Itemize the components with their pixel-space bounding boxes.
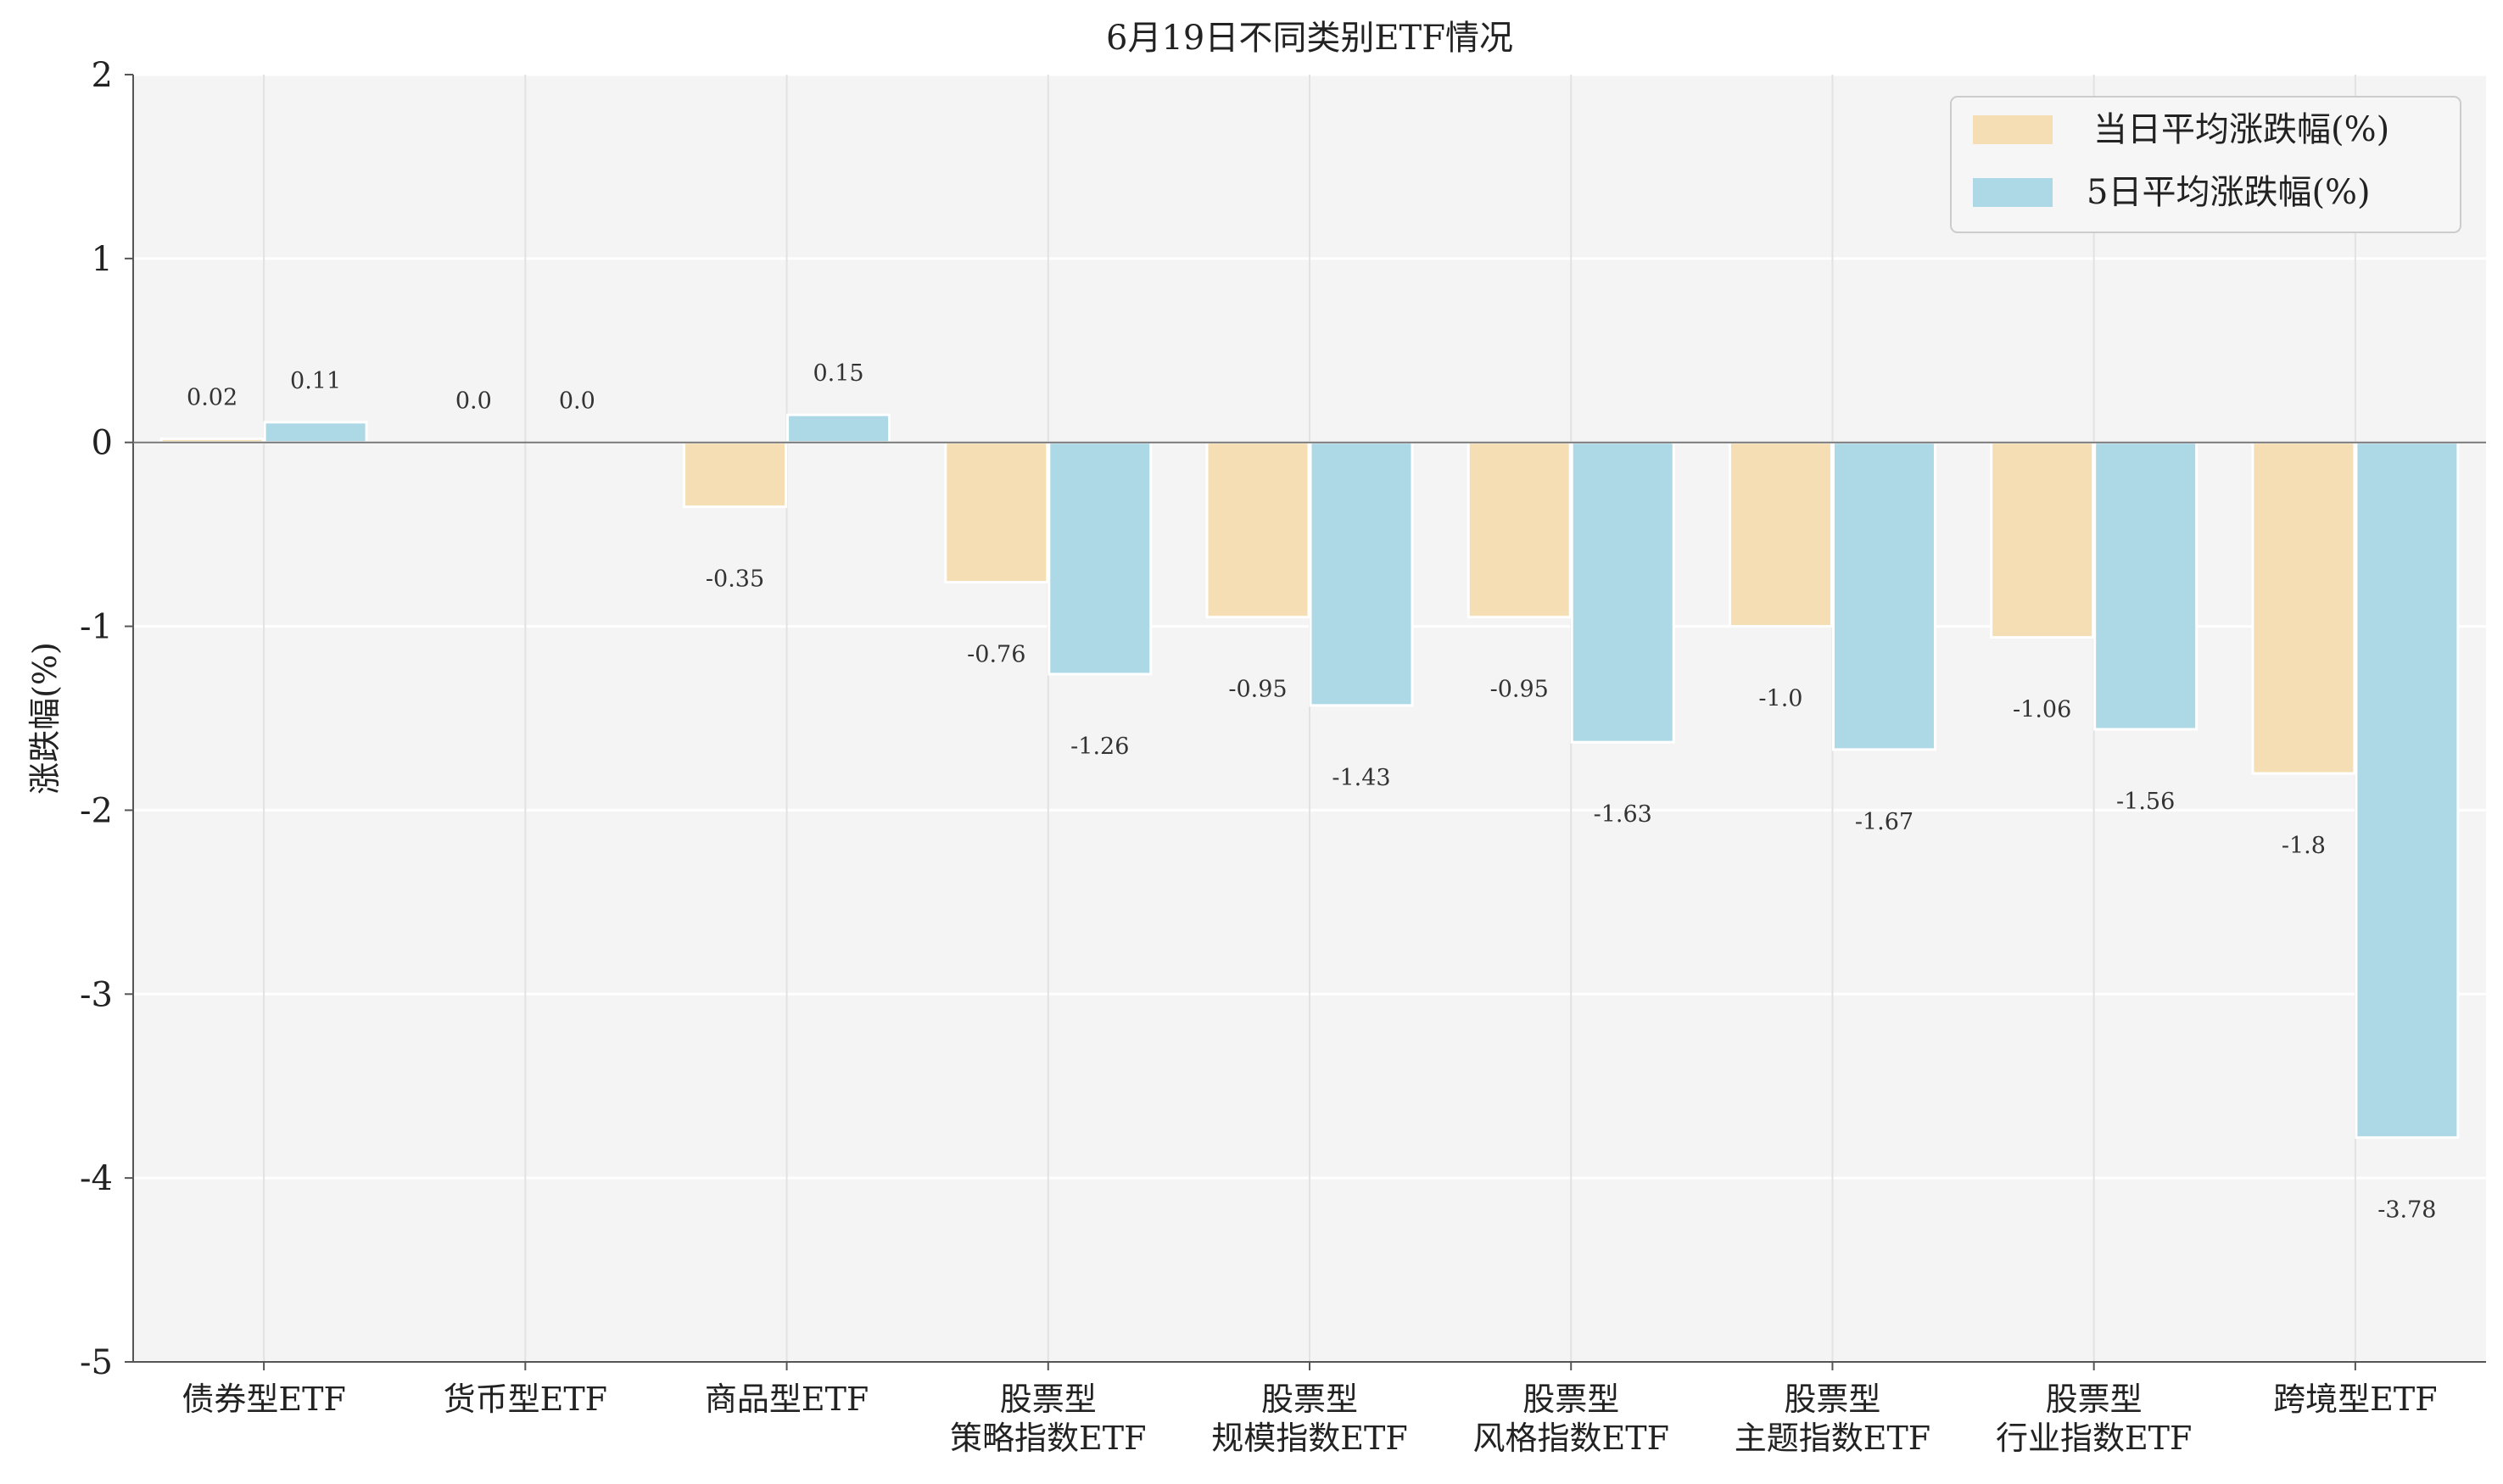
chart-title: 6月19日不同类别ETF情况 <box>1106 19 1513 58</box>
bar <box>2355 441 2460 1139</box>
y-tick-label: -1 <box>80 608 113 647</box>
data-label: -0.95 <box>1490 677 1549 703</box>
x-tick-label: 股票型行业指数ETF <box>1996 1381 2192 1457</box>
data-label: 0.02 <box>187 384 237 410</box>
data-label: 0.11 <box>290 368 341 394</box>
data-label: -0.35 <box>706 566 764 593</box>
y-tick-label: 0 <box>92 424 113 463</box>
x-tick-label: 跨境型ETF <box>2273 1381 2437 1418</box>
bar <box>2093 441 2199 731</box>
data-label: 0.0 <box>455 388 492 415</box>
legend-swatch <box>1973 115 2053 144</box>
x-tick-label: 商品型ETF <box>705 1381 869 1418</box>
bar <box>786 413 891 444</box>
x-tick-label-line: 货币型ETF <box>444 1381 607 1418</box>
bar <box>944 441 1049 584</box>
x-tick-label-line: 股票型 <box>1261 1381 1358 1418</box>
y-ticks: 2 1 0 -1 -2 -3 -4 -5 <box>80 56 133 1382</box>
x-tick-label-line: 债券型ETF <box>182 1381 345 1418</box>
bar <box>683 441 788 509</box>
x-tick-label: 股票型主题指数ETF <box>1735 1381 1930 1457</box>
data-label: -0.95 <box>1228 677 1287 703</box>
y-tick-label: -5 <box>80 1343 113 1382</box>
x-tick-label-line: 股票型 <box>1522 1381 1619 1418</box>
x-tick-label-line: 规模指数ETF <box>1211 1420 1407 1457</box>
bar <box>1048 441 1153 676</box>
y-tick-label: 2 <box>92 56 113 95</box>
data-label: -1.0 <box>1758 686 1802 712</box>
bar <box>1205 441 1310 619</box>
x-tick-label: 股票型策略指数ETF <box>950 1381 1146 1457</box>
x-tick-label-line: 主题指数ETF <box>1735 1420 1930 1457</box>
bar <box>1728 441 1833 628</box>
data-label: -1.43 <box>1332 765 1390 791</box>
legend: 当日平均涨跌幅(%) 5日平均涨跌幅(%) <box>1950 96 2461 233</box>
data-labels: 0.02 0.0 -0.35 -0.76 -0.95 -0.95 -1.0 -1.06 -1.8… <box>187 360 2436 1223</box>
bar <box>1990 441 2095 639</box>
data-label: -1.8 <box>2282 833 2326 859</box>
y-tick-label: -3 <box>80 975 113 1014</box>
x-tick-label-line: 跨境型ETF <box>2273 1381 2437 1418</box>
legend-label: 当日平均涨跌幅(%) <box>2093 110 2389 149</box>
legend-label: 5日平均涨跌幅(%) <box>2087 173 2371 212</box>
data-label: -1.67 <box>1855 809 1914 835</box>
x-tick-label-line: 策略指数ETF <box>950 1420 1146 1457</box>
bar <box>1467 441 1572 619</box>
x-tick-label-line: 风格指数ETF <box>1472 1420 1668 1457</box>
data-label: -1.63 <box>1594 801 1652 828</box>
bar <box>2251 441 2356 775</box>
data-label: -1.26 <box>1070 734 1129 760</box>
bars <box>159 413 2460 1139</box>
x-tick-label-line: 股票型 <box>2046 1381 2143 1418</box>
y-axis-label: 涨跌幅(%) <box>26 642 64 795</box>
data-label: -1.56 <box>2116 789 2175 815</box>
x-category-labels: 债券型ETF 货币型ETF 商品型ETF 股票型策略指数ETF股票型规模指数ETF股票… <box>182 1362 2438 1457</box>
x-tick-label-line: 股票型 <box>1000 1381 1097 1418</box>
legend-swatch <box>1973 178 2053 207</box>
x-tick-label: 债券型ETF <box>182 1381 345 1418</box>
bar <box>1831 441 1936 751</box>
bar <box>263 421 368 444</box>
data-label: 0.0 <box>559 388 595 415</box>
data-label: -1.06 <box>2013 697 2071 723</box>
legend-frame <box>1950 96 2461 233</box>
data-label: -0.76 <box>967 642 1025 668</box>
y-tick-label: -2 <box>80 791 113 830</box>
bar <box>1309 441 1414 707</box>
x-tick-label: 股票型风格指数ETF <box>1472 1381 1668 1457</box>
bar <box>1570 441 1675 744</box>
y-tick-label: -4 <box>80 1159 113 1198</box>
x-tick-label-line: 行业指数ETF <box>1996 1420 2192 1457</box>
x-tick-label: 货币型ETF <box>444 1381 607 1418</box>
y-tick-label: 1 <box>92 240 113 279</box>
data-label: -3.78 <box>2377 1197 2436 1223</box>
x-tick-label-line: 商品型ETF <box>705 1381 869 1418</box>
x-tick-label: 股票型规模指数ETF <box>1211 1381 1407 1457</box>
data-label: 0.15 <box>813 360 863 387</box>
x-tick-label-line: 股票型 <box>1784 1381 1880 1418</box>
